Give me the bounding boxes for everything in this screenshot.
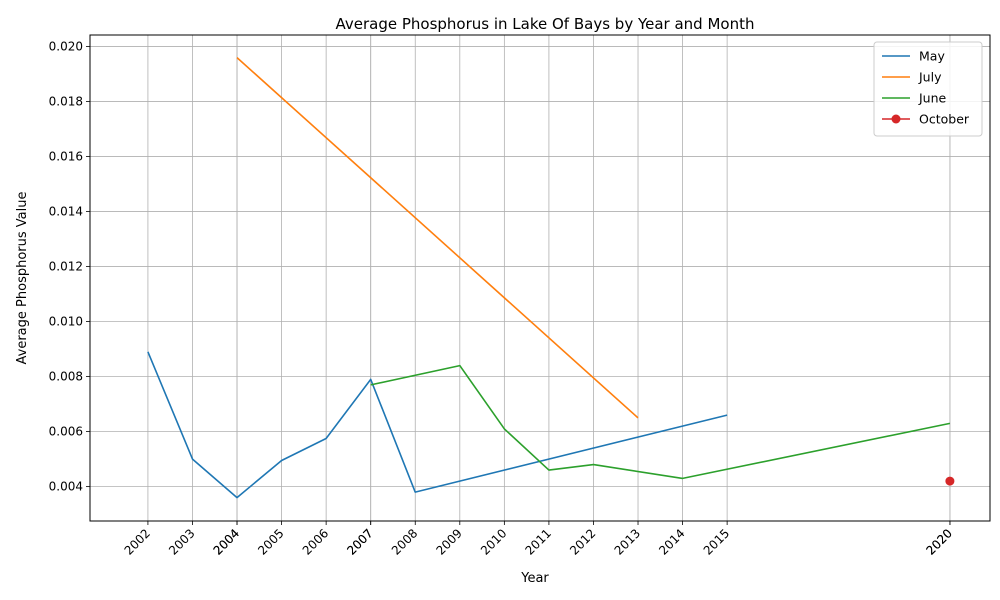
legend-label-june: June (918, 91, 947, 106)
legend-label-october: October (919, 112, 970, 127)
y-tick-label: 0.004 (49, 480, 83, 494)
y-tick-label: 0.012 (49, 260, 83, 274)
legend-box (873, 41, 983, 137)
legend-marker-october (891, 114, 901, 124)
legend: May July June October (873, 41, 983, 137)
y-tick-label: 0.010 (49, 315, 83, 329)
y-tick-label: 0.020 (49, 40, 83, 54)
y-axis-label: Average Phosphorus Value (15, 192, 30, 365)
y-tick-label: 0.014 (49, 205, 83, 219)
chart-title: Average Phosphorus in Lake Of Bays by Ye… (335, 15, 754, 33)
legend-label-may: May (919, 49, 945, 64)
series-line-june (370, 364, 951, 480)
series-line-july (236, 57, 639, 419)
plot-frame (89, 34, 991, 522)
y-tick-label: 0.008 (49, 370, 83, 384)
y-tick-label: 0.006 (49, 425, 83, 439)
series-lines (147, 57, 955, 499)
series-line-may (147, 351, 728, 499)
grid-lines (90, 35, 990, 521)
y-tick-label: 0.016 (49, 150, 83, 164)
data-point-october (945, 476, 955, 486)
y-tick-label: 0.018 (49, 95, 83, 109)
x-axis-label: Year (520, 571, 549, 586)
legend-label-july: July (918, 70, 942, 85)
y-axis-ticks: 0.004 0.006 0.008 0.010 0.012 0.014 0.016 0.018… (49, 40, 90, 494)
